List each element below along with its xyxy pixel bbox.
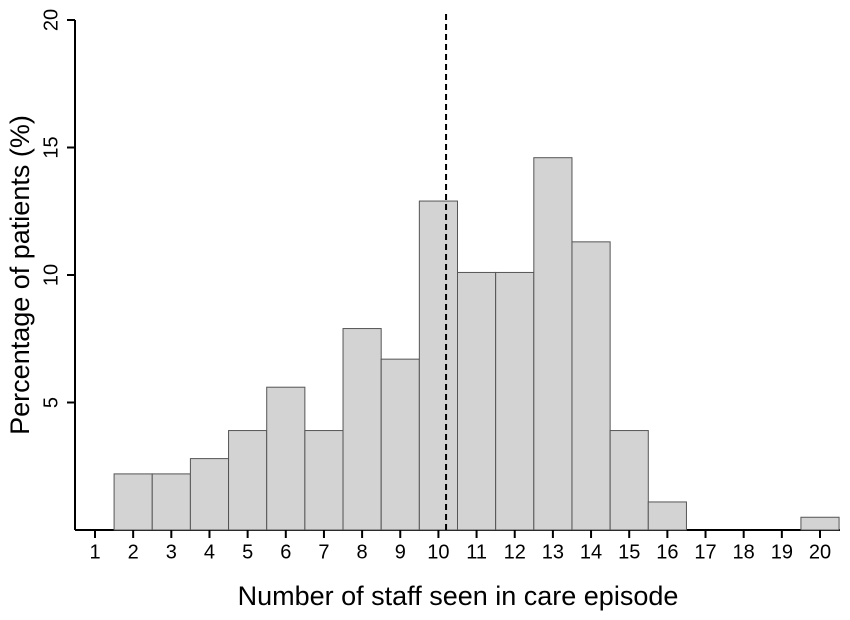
bar — [609, 430, 649, 531]
bar — [266, 386, 306, 531]
x-tick-label: 6 — [280, 541, 291, 563]
y-axis-title: Percentage of patients (%) — [5, 115, 35, 435]
bar — [571, 241, 611, 531]
x-tick-label: 16 — [656, 541, 678, 563]
bar — [495, 271, 535, 531]
x-tick-label: 13 — [542, 541, 564, 563]
x-tick-label: 11 — [466, 541, 487, 563]
x-tick-label: 19 — [771, 541, 793, 563]
x-tick-label: 15 — [618, 541, 640, 563]
bar — [189, 458, 230, 531]
x-tick-label: 9 — [395, 541, 406, 563]
bar — [228, 430, 268, 531]
y-tick-label: 10 — [40, 264, 62, 286]
x-tick-label: 7 — [318, 541, 329, 563]
x-tick-label: 5 — [242, 541, 253, 563]
bar — [342, 328, 382, 531]
bar — [380, 358, 420, 531]
x-tick-label: 12 — [504, 541, 526, 563]
bar — [304, 430, 344, 531]
bar — [800, 516, 840, 531]
y-tick-label: 5 — [40, 397, 62, 408]
bar — [151, 473, 191, 531]
x-tick-label: 20 — [809, 541, 831, 563]
bar — [647, 501, 687, 531]
x-tick-label: 17 — [694, 541, 716, 563]
x-tick-label: 1 — [89, 541, 100, 563]
x-tick-label: 18 — [733, 541, 755, 563]
x-tick-label: 10 — [427, 541, 449, 563]
y-tick-label: 15 — [40, 136, 62, 158]
y-tick-label: 20 — [40, 9, 62, 31]
x-tick-label: 14 — [580, 541, 602, 563]
x-tick-label: 2 — [128, 541, 139, 563]
x-tick-label: 8 — [357, 541, 368, 563]
x-axis-title: Number of staff seen in care episode — [238, 581, 679, 611]
bar — [533, 157, 573, 531]
x-tick-label: 4 — [204, 541, 215, 563]
x-tick-label: 3 — [166, 541, 177, 563]
bar — [418, 200, 458, 531]
bar — [457, 271, 497, 531]
bar — [113, 473, 153, 531]
